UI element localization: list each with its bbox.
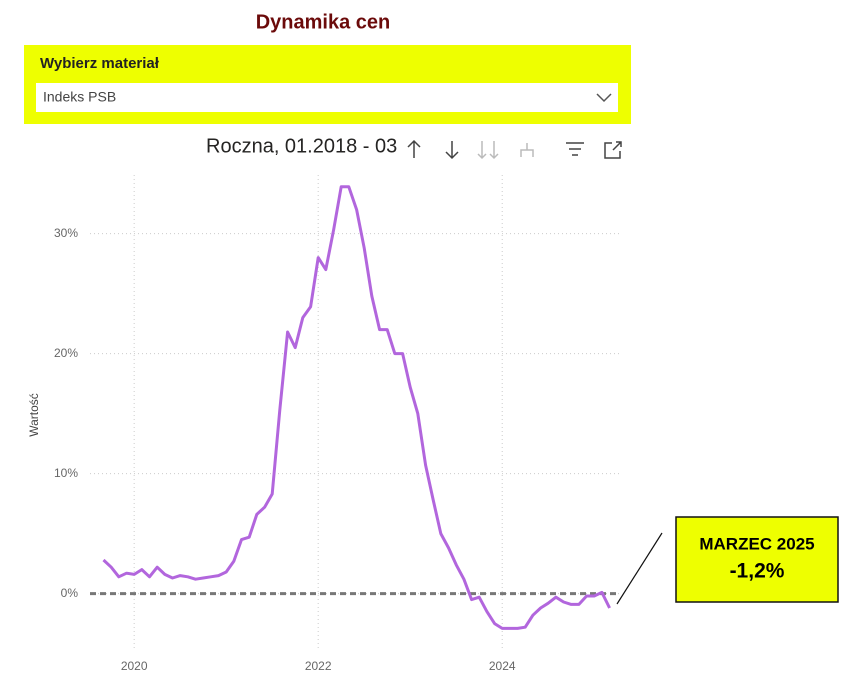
dropdown-value: Indeks PSB xyxy=(43,89,116,105)
hierarchy-icon[interactable] xyxy=(520,143,534,157)
y-tick-label: 10% xyxy=(54,466,78,480)
filter-icon[interactable] xyxy=(566,142,584,156)
dropdown-arrow[interactable] xyxy=(596,93,612,103)
dropdown[interactable] xyxy=(36,83,618,112)
x-tick-label: 2022 xyxy=(305,659,332,673)
y-tick-label: 30% xyxy=(54,226,78,240)
expand-icon[interactable] xyxy=(477,141,499,160)
visual-title: Roczna, 01.2018 - 03 xyxy=(206,135,397,157)
y-tick-label: 20% xyxy=(54,346,78,360)
line-series xyxy=(102,185,611,630)
drill-down-icon[interactable] xyxy=(445,141,459,160)
y-tick-label: 0% xyxy=(61,586,79,600)
annotation-title: MARZEC 2025 xyxy=(699,534,814,553)
annotation-box xyxy=(675,516,839,603)
x-tick-label: 2024 xyxy=(489,659,516,673)
annotation-connector xyxy=(616,532,663,605)
focus-icon[interactable] xyxy=(604,141,622,159)
slicer-label: Wybierz materiał xyxy=(40,55,160,72)
plot: 0% 10% 20% 30% 2020 2022 2024 xyxy=(54,175,620,673)
annotation-value: -1,2% xyxy=(730,560,785,583)
visual-icons xyxy=(407,139,622,160)
report-title: Dynamika cen xyxy=(256,11,391,33)
drill-up-icon[interactable] xyxy=(407,139,421,158)
y-axis-label: Wartość xyxy=(27,393,41,437)
x-tick-label: 2020 xyxy=(121,659,148,673)
